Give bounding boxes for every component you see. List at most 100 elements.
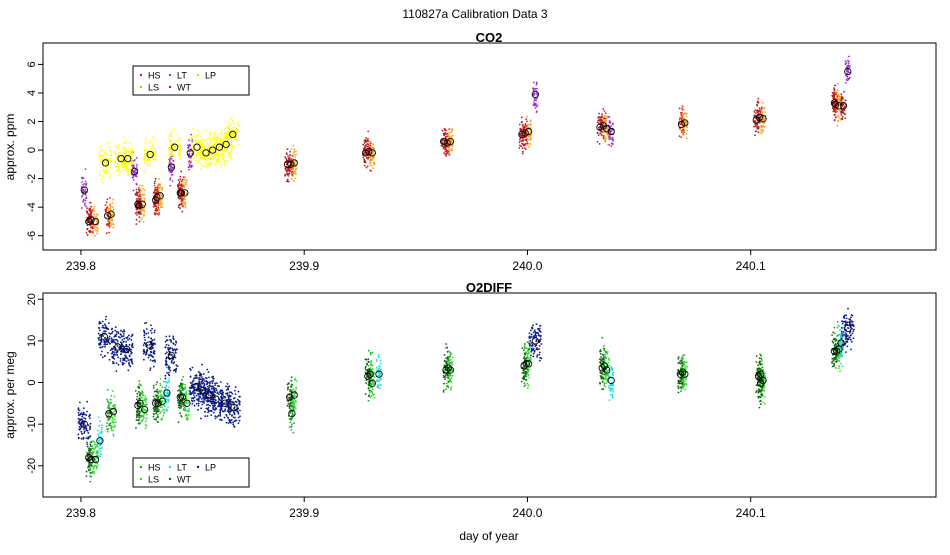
o2diff-point-wt — [445, 343, 447, 345]
co2-point-ls — [139, 185, 141, 187]
o2diff-point-ls — [185, 415, 187, 417]
o2diff-point-hs — [290, 422, 292, 424]
co2-point-lp — [224, 136, 226, 138]
co2-point-lt — [171, 158, 173, 160]
co2-point-lp — [171, 150, 173, 152]
co2-point-ls — [142, 185, 144, 187]
co2-point-hs — [448, 128, 450, 130]
co2-legend-lp-marker — [197, 74, 199, 76]
o2diff-point-lt — [101, 431, 103, 433]
o2diff-point-ls — [836, 327, 838, 329]
o2diff-point-ls — [765, 375, 767, 377]
o2diff-point-ls — [186, 390, 188, 392]
o2diff-point-ls — [373, 376, 375, 378]
co2-point-lp — [197, 152, 199, 154]
o2diff-point-wt — [89, 452, 91, 454]
o2diff-point-ls — [146, 418, 148, 420]
co2-point-lp — [129, 158, 131, 160]
co2-ylabel: approx. ppm — [3, 114, 17, 181]
o2diff-point-ls — [188, 414, 190, 416]
o2diff-point-wt — [288, 382, 290, 384]
co2-point-hs — [448, 151, 450, 153]
o2diff-point-wt — [287, 386, 289, 388]
co2-point-lp — [220, 162, 222, 164]
co2-point-wt — [364, 142, 366, 144]
co2-point-lp — [201, 165, 203, 167]
co2-point-wt — [753, 126, 755, 128]
o2diff-point-ls — [371, 395, 373, 397]
co2-point-lp — [220, 138, 222, 140]
co2-point-wt — [284, 156, 286, 158]
o2diff-point-lt — [98, 425, 100, 427]
co2-point-ls — [373, 143, 375, 145]
o2diff-point-hs — [155, 417, 157, 419]
o2diff-point-hs — [603, 384, 605, 386]
co2-point-wt — [444, 128, 446, 130]
co2-point-lp — [144, 153, 146, 155]
co2-point-lp — [210, 134, 212, 136]
co2-point-ls — [92, 232, 94, 234]
co2-point-ls — [294, 148, 296, 150]
o2diff-point-lt — [840, 336, 842, 338]
o2diff-point-wt — [138, 419, 140, 421]
o2diff-point-wt — [290, 402, 292, 404]
co2-point-wt — [445, 153, 447, 155]
co2-point-hs — [759, 107, 761, 109]
o2diff-point-hs — [524, 345, 526, 347]
o2diff-point-wt — [365, 369, 367, 371]
co2-point-lp — [217, 134, 219, 136]
o2diff-point-wt — [157, 397, 159, 399]
co2-point-lt — [81, 178, 83, 180]
co2-point-lp — [223, 131, 225, 133]
co2-point-wt — [597, 132, 599, 134]
o2diff-point-wt — [156, 389, 158, 391]
co2-point-wt — [287, 148, 289, 150]
co2-point-lp — [146, 163, 148, 165]
co2-point-wt — [835, 116, 837, 118]
co2-point-ls — [528, 139, 530, 141]
o2diff-point-wt — [678, 387, 680, 389]
co2-legend-lt: LT — [177, 71, 187, 81]
o2diff-point-ls — [294, 406, 296, 408]
co2-point-wt — [519, 139, 521, 141]
co2-point-lp — [227, 134, 229, 136]
co2-point-hs — [681, 108, 683, 110]
co2-point-ls — [109, 203, 111, 205]
co2-point-wt — [139, 216, 141, 218]
co2-point-wt — [139, 212, 141, 214]
o2diff-point-hs — [601, 337, 603, 339]
co2-point-lp — [227, 160, 229, 162]
co2-point-lp — [222, 140, 224, 142]
o2diff-point-ls — [606, 370, 608, 372]
co2-point-lp — [226, 127, 228, 129]
co2-point-ls — [373, 147, 375, 149]
o2diff-point-ls — [682, 388, 684, 390]
o2diff-point-ls — [163, 381, 165, 383]
co2-point-lt — [172, 180, 174, 182]
o2diff-point-ls — [447, 360, 449, 362]
co2-point-wt — [154, 204, 156, 206]
co2-point-wt — [365, 137, 367, 139]
o2diff-point-wt — [525, 379, 527, 381]
co2-point-ls — [108, 208, 110, 210]
o2diff-point-ls — [294, 378, 296, 380]
co2-point-lt — [608, 144, 610, 146]
o2diff-point-ls — [528, 341, 530, 343]
co2-point-ls — [158, 209, 160, 211]
co2-point-lp — [154, 149, 156, 151]
co2-point-ls — [683, 109, 685, 111]
co2-point-wt — [178, 206, 180, 208]
co2-point-lp — [151, 155, 153, 157]
o2diff-point-lt — [376, 386, 378, 388]
co2-point-lp — [169, 139, 171, 141]
co2-point-hs — [761, 108, 763, 110]
co2-point-ls — [682, 105, 684, 107]
co2-point-wt — [287, 174, 289, 176]
co2-y-tick-label: -4 — [26, 202, 38, 212]
o2diff-point-ls — [838, 366, 840, 368]
o2diff-point-ls — [528, 377, 530, 379]
o2diff-point-wt — [368, 368, 370, 370]
o2diff-point-ls — [763, 390, 765, 392]
co2-point-wt — [135, 213, 137, 215]
co2-point-lp — [229, 152, 231, 154]
